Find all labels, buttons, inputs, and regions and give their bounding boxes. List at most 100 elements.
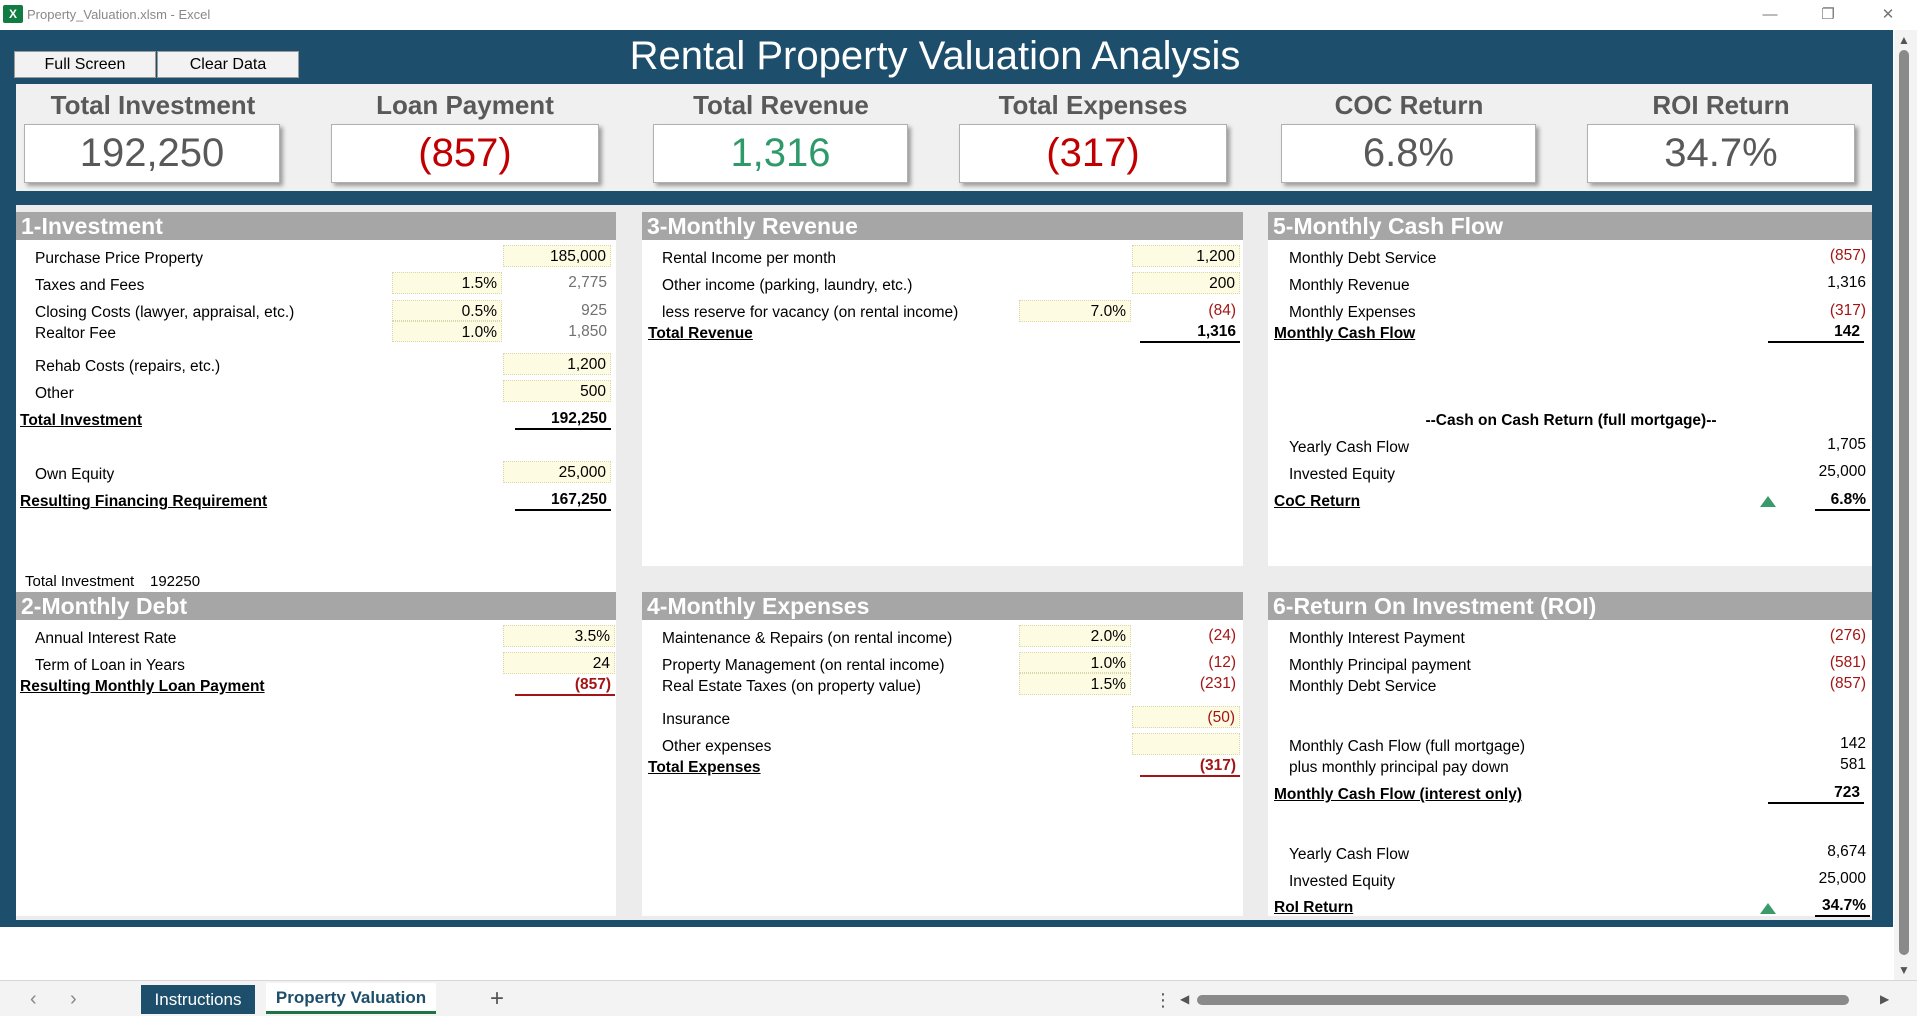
closing-costs-value: 925 xyxy=(581,302,607,319)
kpi-total-revenue-value: 1,316 xyxy=(653,124,908,183)
restore-button[interactable]: ❐ xyxy=(1821,6,1835,23)
monthly-revenue-panel xyxy=(642,212,1243,566)
investment-section-title: 1-Investment xyxy=(16,212,616,240)
roi-return-label: RoI Return xyxy=(1274,899,1354,916)
total-revenue-value: 1,316 xyxy=(1140,321,1240,343)
financing-requirement-value: 167,250 xyxy=(515,489,611,511)
vacancy-reserve-label: less reserve for vacancy (on rental inco… xyxy=(662,304,959,321)
roi-yearly-cash-flow-value: 8,674 xyxy=(1827,843,1866,860)
property-management-pct-input[interactable]: 1.0% xyxy=(1019,652,1131,673)
rental-income-input[interactable]: 1,200 xyxy=(1132,245,1240,267)
prev-sheet-icon[interactable]: ‹ xyxy=(30,988,37,1010)
cf-expenses-label: Monthly Expenses xyxy=(1289,304,1416,321)
scroll-right-icon[interactable]: ▶ xyxy=(1880,992,1890,1006)
roi-section-title: 6-Return On Investment (ROI) xyxy=(1268,592,1872,620)
roi-principal-payment-label: Monthly Principal payment xyxy=(1289,657,1471,674)
other-investment-input[interactable]: 500 xyxy=(503,380,611,402)
dashboard-title: Rental Property Valuation Analysis xyxy=(629,34,1241,78)
add-sheet-icon[interactable]: + xyxy=(490,985,505,1012)
monthly-expenses-section-title: 4-Monthly Expenses xyxy=(642,592,1243,620)
roi-debt-service-label: Monthly Debt Service xyxy=(1289,678,1437,695)
scroll-up-icon[interactable]: ▲ xyxy=(1898,33,1910,47)
maintenance-pct-input[interactable]: 2.0% xyxy=(1019,625,1131,647)
kpi-total-revenue-label: Total Revenue xyxy=(693,90,869,120)
closing-costs-pct-input[interactable]: 0.5% xyxy=(392,300,502,321)
taxes-fees-pct-input[interactable]: 1.5% xyxy=(392,272,502,294)
kpi-total-investment-value: 192,250 xyxy=(24,124,280,183)
full-screen-button[interactable]: Full Screen xyxy=(14,51,156,78)
more-options-icon[interactable]: ⋮ xyxy=(1154,990,1172,1010)
cf-revenue-label: Monthly Revenue xyxy=(1289,277,1410,294)
closing-costs-label: Closing Costs (lawyer, appraisal, etc.) xyxy=(35,304,295,321)
rehab-costs-input[interactable]: 1,200 xyxy=(503,353,611,375)
kpi-loan-payment-value: (857) xyxy=(331,124,599,183)
total-investment-label: Total Investment xyxy=(20,412,143,429)
own-equity-label: Own Equity xyxy=(35,466,115,483)
minimize-button[interactable]: — xyxy=(1762,6,1778,23)
insurance-input[interactable]: (50) xyxy=(1132,706,1240,728)
tab-property-valuation[interactable]: Property Valuation xyxy=(266,983,436,1014)
triangle-up-icon xyxy=(1760,496,1776,507)
purchase-price-label: Purchase Price Property xyxy=(35,250,203,267)
kpi-total-expenses-value: (317) xyxy=(959,124,1227,183)
monthly-cash-flow-value: 142 xyxy=(1768,321,1864,343)
taxes-fees-value: 2,775 xyxy=(568,274,607,291)
horizontal-scrollbar[interactable] xyxy=(1197,995,1849,1005)
total-expenses-value: (317) xyxy=(1140,755,1240,777)
roi-return-value: 34.7% xyxy=(1815,895,1870,917)
roi-cash-flow-interest-only-label: Monthly Cash Flow (interest only) xyxy=(1274,786,1523,803)
roi-interest-payment-value: (276) xyxy=(1829,627,1866,644)
coc-return-label: CoC Return xyxy=(1274,493,1361,510)
excel-icon: X xyxy=(3,5,23,23)
triangle-up-icon xyxy=(1760,903,1776,914)
total-investment-value: 192,250 xyxy=(515,408,611,430)
roi-cash-flow-full-value: 142 xyxy=(1840,735,1866,752)
vacancy-reserve-pct-input[interactable]: 7.0% xyxy=(1019,300,1131,322)
roi-interest-payment-label: Monthly Interest Payment xyxy=(1289,630,1465,647)
kpi-total-expenses-label: Total Expenses xyxy=(998,90,1188,120)
property-management-label: Property Management (on rental income) xyxy=(662,657,945,674)
loan-term-input[interactable]: 24 xyxy=(503,652,615,674)
own-equity-input[interactable]: 25,000 xyxy=(503,461,611,483)
roi-principal-paydown-value: 581 xyxy=(1840,756,1866,773)
coc-heading: --Cash on Cash Return (full mortgage)-- xyxy=(1425,412,1717,429)
scroll-down-icon[interactable]: ▼ xyxy=(1898,963,1910,977)
roi-cash-flow-interest-only-value: 723 xyxy=(1768,782,1864,804)
monthly-loan-payment-label: Resulting Monthly Loan Payment xyxy=(20,678,265,695)
cf-expenses-value: (317) xyxy=(1829,302,1866,319)
interest-rate-label: Annual Interest Rate xyxy=(35,630,177,647)
coc-yearly-cash-flow-value: 1,705 xyxy=(1827,436,1866,453)
rehab-costs-label: Rehab Costs (repairs, etc.) xyxy=(35,358,221,375)
financing-requirement-label: Resulting Financing Requirement xyxy=(20,493,268,510)
other-income-input[interactable]: 200 xyxy=(1132,272,1240,294)
realtor-fee-value: 1,850 xyxy=(568,323,607,340)
maintenance-label: Maintenance & Repairs (on rental income) xyxy=(662,630,953,647)
clear-data-button[interactable]: Clear Data xyxy=(157,51,299,78)
kpi-coc-return-value: 6.8% xyxy=(1281,124,1536,183)
realtor-fee-pct-input[interactable]: 1.0% xyxy=(392,321,502,342)
title-bar xyxy=(0,0,1917,30)
loan-term-label: Term of Loan in Years xyxy=(35,657,185,674)
real-estate-taxes-label: Real Estate Taxes (on property value) xyxy=(662,678,922,695)
scroll-left-icon[interactable]: ◀ xyxy=(1180,992,1190,1006)
purchase-price-input[interactable]: 185,000 xyxy=(503,245,611,267)
other-expenses-label: Other expenses xyxy=(662,738,772,755)
roi-debt-service-value: (857) xyxy=(1829,675,1866,692)
interest-rate-input[interactable]: 3.5% xyxy=(503,625,615,647)
coc-yearly-cash-flow-label: Yearly Cash Flow xyxy=(1289,439,1410,456)
kpi-loan-payment-label: Loan Payment xyxy=(376,90,554,120)
tab-instructions[interactable]: Instructions xyxy=(141,985,255,1014)
monthly-loan-payment-value: (857) xyxy=(515,674,615,696)
roi-principal-payment-value: (581) xyxy=(1829,654,1866,671)
taxes-fees-label: Taxes and Fees xyxy=(35,277,145,294)
real-estate-taxes-pct-input[interactable]: 1.5% xyxy=(1019,673,1131,695)
property-management-value: (12) xyxy=(1208,654,1236,671)
vertical-scrollbar[interactable] xyxy=(1899,50,1909,955)
cf-debt-service-value: (857) xyxy=(1829,247,1866,264)
monthly-debt-panel xyxy=(16,566,616,916)
roi-yearly-cash-flow-label: Yearly Cash Flow xyxy=(1289,846,1410,863)
close-button[interactable]: ✕ xyxy=(1881,6,1895,23)
next-sheet-icon[interactable]: › xyxy=(70,988,77,1010)
kpi-roi-return-value: 34.7% xyxy=(1587,124,1855,183)
other-expenses-input[interactable] xyxy=(1132,733,1240,755)
